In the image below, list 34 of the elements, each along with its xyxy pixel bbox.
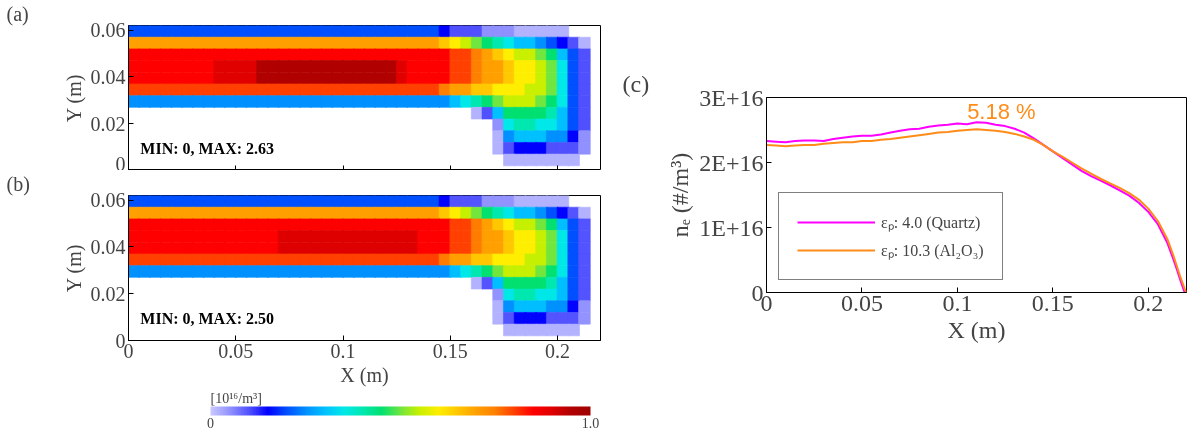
annotation: MIN: 0, MAX: 2.63 <box>140 140 275 158</box>
x-tick-label: 0.1 <box>942 289 973 316</box>
color-bar-label: 1.0 <box>581 415 600 431</box>
y-tick-label: 0.04 <box>90 235 126 258</box>
y-tick-label: 1E+16 <box>699 214 764 241</box>
x-tick-label: 0.1 <box>330 339 356 362</box>
y-tick-label: 0.06 <box>90 19 126 42</box>
y-tick-label: 2E+16 <box>699 149 764 176</box>
y-tick-label: 0.02 <box>90 112 126 135</box>
y-axis-title: nₑ (#/m³) <box>667 152 694 238</box>
x-axis-title: X (m) <box>340 363 389 387</box>
x-tick-label: 0.15 <box>432 339 468 362</box>
annotation: 5.18 % <box>967 98 1036 124</box>
x-tick-label: 0.2 <box>545 339 571 362</box>
annotation: MIN: 0, MAX: 2.50 <box>140 310 275 328</box>
x-tick-label: 0.15 <box>1031 289 1074 316</box>
chart-title: (c) <box>622 71 650 97</box>
legend-label: εₚ: 10.3 (Al₂O₃) <box>881 241 984 261</box>
color-bar-label: 0 <box>207 415 214 431</box>
x-tick-label: 0.05 <box>840 289 883 316</box>
chart-title: (a) <box>6 3 29 26</box>
y-axis-title: Y (m) <box>62 74 86 123</box>
y-tick-label: 3E+16 <box>699 84 764 111</box>
y-axis-title: Y (m) <box>62 244 86 293</box>
x-axis-title: X (m) <box>947 316 1006 343</box>
color-bar-title: [10¹⁶/m³] <box>210 391 262 406</box>
y-tick-label: 0.02 <box>90 282 126 305</box>
chart-title: (b) <box>6 173 30 196</box>
x-tick-label: 0.2 <box>1133 289 1164 316</box>
y-tick-label: 0 <box>115 152 126 175</box>
x-tick-label: 0.05 <box>218 339 254 362</box>
y-tick-label: 0.04 <box>90 65 126 88</box>
y-tick-label: 0.06 <box>90 189 126 212</box>
legend-label: εₚ: 4.0 (Quartz) <box>881 213 981 233</box>
